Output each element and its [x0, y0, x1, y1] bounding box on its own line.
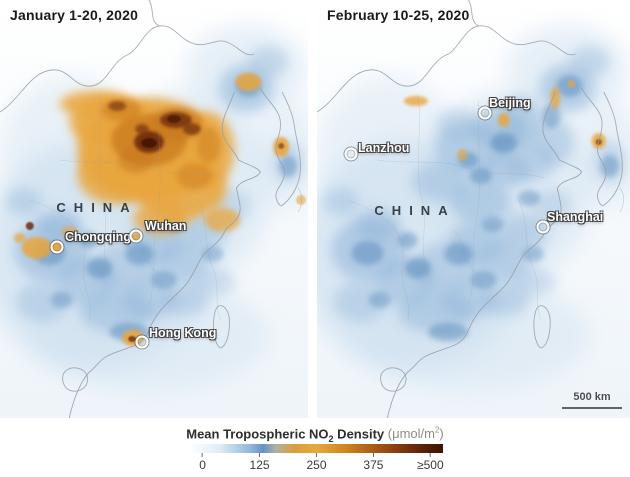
tick-label: 375	[363, 458, 384, 472]
legend-title: Mean Tropospheric NO2 Density (μmol/m2)	[186, 426, 444, 444]
region-label-china: CHINA	[374, 203, 456, 218]
city-label-lanzhou: Lanzhou	[358, 141, 410, 155]
map-panel-february: February 10-25, 2020 CHINA 500 km Lanzho…	[317, 0, 630, 418]
scale-bar-line	[562, 407, 622, 409]
city-marker-chongqing	[50, 240, 64, 254]
map-date-title: January 1-20, 2020	[10, 7, 139, 23]
colorbar-tick-4: ≥500	[417, 453, 444, 472]
colorbar	[190, 444, 443, 453]
city-marker-hong-kong	[135, 335, 149, 349]
colorbar-legend: Mean Tropospheric NO2 Density (μmol/m2) …	[0, 418, 630, 477]
city-marker-lanzhou	[344, 147, 358, 161]
tick-label: ≥500	[417, 458, 444, 472]
map-panel-january: January 1-20, 2020 CHINA Chongqing Wuhan H…	[0, 0, 308, 418]
city-label-beijing: Beijing	[489, 96, 531, 110]
colorbar-tick-0: 0	[199, 453, 206, 472]
city-label-hong-kong: Hong Kong	[149, 326, 217, 340]
tick-mark	[202, 453, 204, 457]
china-no2-map-january	[0, 0, 308, 418]
city-marker-wuhan	[129, 229, 143, 243]
city-label-chongqing: Chongqing	[65, 230, 131, 244]
tick-mark	[429, 453, 431, 457]
map-date-title: February 10-25, 2020	[327, 7, 470, 23]
colorbar-tick-2: 250	[306, 453, 327, 472]
china-no2-map-february	[317, 0, 630, 418]
tick-mark	[372, 453, 374, 457]
tick-mark	[316, 453, 317, 457]
scale-bar: 500 km	[562, 391, 622, 409]
tick-label: 0	[199, 458, 206, 472]
colorbar-tick-1: 125	[250, 453, 270, 472]
tick-label: 250	[306, 458, 327, 472]
tick-mark	[259, 453, 261, 457]
city-label-shanghai: Shanghai	[547, 210, 604, 224]
city-marker-beijing	[478, 106, 492, 120]
region-label-china: CHINA	[56, 200, 138, 215]
scale-bar-label: 500 km	[573, 391, 611, 403]
city-label-wuhan: Wuhan	[145, 219, 187, 233]
tick-label: 125	[249, 458, 270, 472]
map-row: January 1-20, 2020 CHINA Chongqing Wuhan H…	[0, 0, 630, 418]
colorbar-tick-3: 375	[363, 453, 383, 472]
city-marker-shanghai	[536, 220, 550, 234]
